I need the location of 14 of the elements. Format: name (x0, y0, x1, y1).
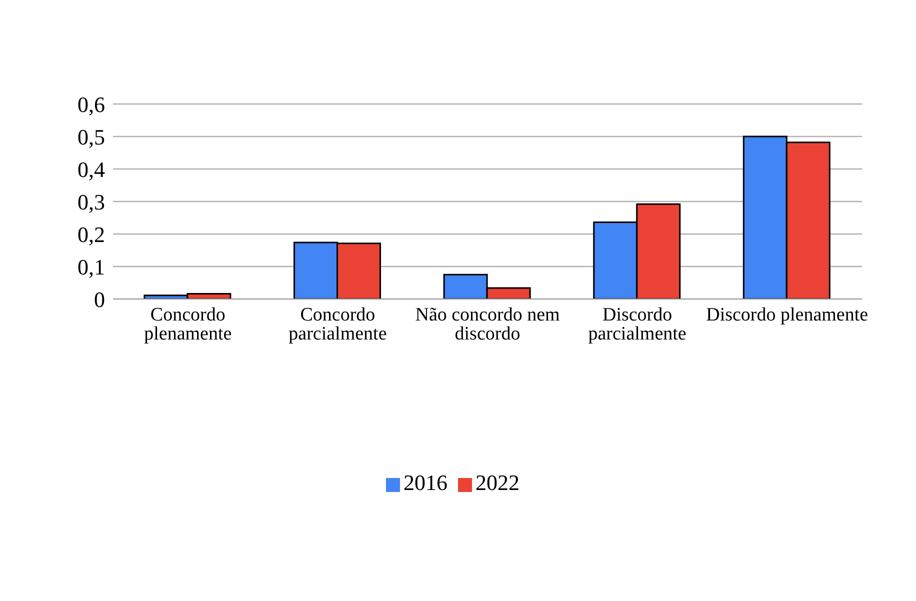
x-tick-label: Discordo parcialmente (588, 304, 686, 344)
legend-label: 2022 (476, 470, 520, 495)
y-tick-label: 0,5 (78, 124, 105, 150)
x-tick-label: Concordo plenamente (144, 304, 232, 344)
x-tick-label: Concordo parcialmente (288, 304, 387, 344)
y-tick-label: 0,1 (78, 254, 105, 280)
x-tick-label: Discordo plenamente (706, 304, 868, 326)
y-tick-label: 0,3 (78, 189, 105, 214)
x-tick-label: Não concordo nem discordo (415, 304, 560, 344)
y-tick-label: 0,6 (78, 92, 105, 117)
y-tick-label: 0 (94, 286, 105, 312)
y-tick-label: 0,2 (78, 222, 105, 247)
legend-label: 2016 (404, 470, 448, 495)
y-tick-label: 0,4 (78, 156, 105, 182)
